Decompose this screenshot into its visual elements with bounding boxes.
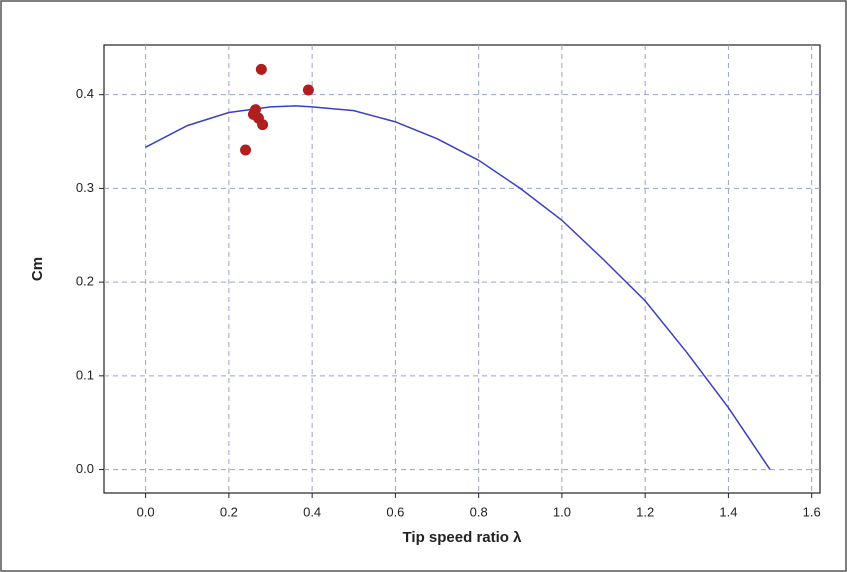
x-tick-label: 0.4 (303, 504, 321, 519)
y-axis-title: Cm (29, 257, 46, 281)
y-tick-label: 0.0 (76, 461, 94, 476)
y-tick-label: 0.3 (76, 180, 94, 195)
data-point (302, 84, 314, 96)
x-tick-label: 1.0 (553, 504, 571, 519)
y-tick-label: 0.2 (76, 274, 94, 289)
x-tick-label: 0.6 (386, 504, 404, 519)
data-point (240, 144, 252, 156)
x-tick-label: 1.2 (636, 504, 654, 519)
data-point (257, 119, 269, 131)
x-tick-label: 0.8 (470, 504, 488, 519)
x-axis-title: Tip speed ratio λ (403, 529, 523, 546)
x-tick-label: 0.2 (220, 504, 238, 519)
data-point (247, 108, 259, 120)
y-tick-label: 0.1 (76, 367, 94, 382)
y-tick-label: 0.4 (76, 86, 94, 101)
x-tick-label: 1.4 (719, 504, 737, 519)
x-tick-label: 0.0 (137, 504, 155, 519)
x-tick-label: 1.6 (803, 504, 821, 519)
plot-area (103, 44, 821, 494)
data-point (255, 63, 267, 75)
